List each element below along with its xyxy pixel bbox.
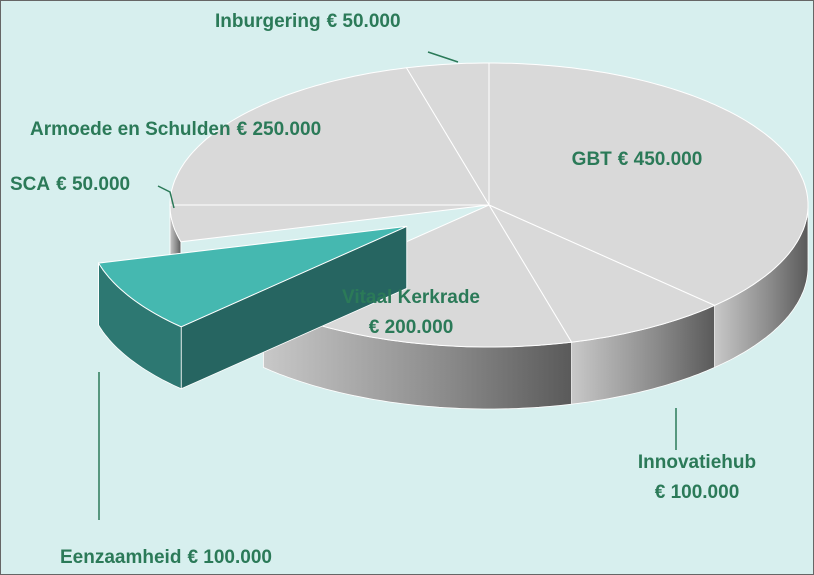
slice-name: GBT xyxy=(572,149,613,170)
slice-name: Armoede en Schulden xyxy=(30,119,231,140)
slice-label: Vitaal Kerkrade € 200.000 xyxy=(342,287,480,338)
slice xyxy=(169,204,490,243)
slice-label: Innovatiehub € 100.000 xyxy=(638,452,756,503)
slice-value: € 250.000 xyxy=(237,119,322,140)
leader-line xyxy=(157,185,175,209)
slice-name: Innovatiehub xyxy=(638,452,756,473)
slice-label: Eenzaamheid € 100.000 xyxy=(60,547,272,568)
slice xyxy=(487,203,716,343)
slice-value: € 200.000 xyxy=(369,317,454,338)
slice-name: Vitaal Kerkrade xyxy=(342,287,480,308)
slice-name: SCA xyxy=(10,174,50,195)
slice-value: € 450.000 xyxy=(618,149,703,170)
slice-label: Armoede en Schulden € 250.000 xyxy=(30,119,321,140)
slice-label: SCA € 50.000 xyxy=(10,174,130,195)
slice-name: Eenzaamheid xyxy=(60,547,181,568)
slice-label: GBT € 450.000 xyxy=(572,149,703,170)
slice xyxy=(169,67,490,206)
slice xyxy=(488,62,809,306)
slice-value: € 100.000 xyxy=(655,482,740,503)
slice-value: € 50.000 xyxy=(56,174,130,195)
slice-value: € 50.000 xyxy=(327,11,401,32)
slice-value: € 100.000 xyxy=(187,547,272,568)
slice-name: Inburgering xyxy=(215,11,321,32)
pie xyxy=(97,62,809,410)
leader-line xyxy=(427,51,459,63)
slice xyxy=(405,62,490,207)
slice-label: Inburgering € 50.000 xyxy=(215,11,401,32)
slice xyxy=(97,225,407,328)
labels: Inburgering € 50.000 GBT € 450.000 Innovatie… xyxy=(10,11,756,568)
